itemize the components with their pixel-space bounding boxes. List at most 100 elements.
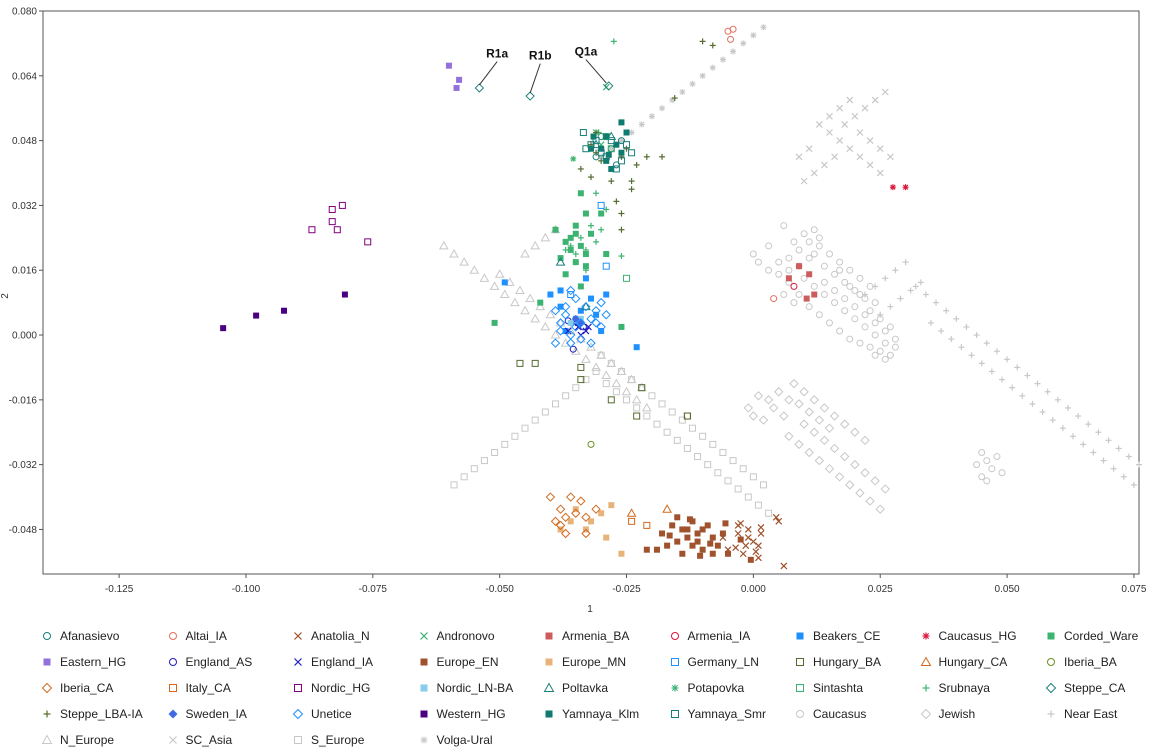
data-points (220, 24, 1142, 570)
data-point (1085, 421, 1092, 428)
data-point (552, 226, 559, 233)
data-point (603, 133, 610, 140)
data-point (790, 282, 798, 290)
data-point (591, 504, 601, 514)
data-point (591, 318, 601, 328)
legend-marker (420, 658, 427, 666)
data-point (891, 335, 899, 343)
data-point (825, 319, 833, 327)
data-point (765, 509, 773, 517)
data-point (749, 473, 757, 481)
x-tick-label: 0.000 (741, 584, 766, 595)
data-point (714, 542, 721, 549)
legend-label: Jewish (938, 707, 976, 721)
data-point (998, 469, 1006, 477)
data-point (886, 323, 894, 331)
data-point (737, 519, 745, 527)
data-point (659, 153, 666, 160)
legend-marker (292, 708, 304, 720)
data-point (610, 38, 617, 45)
data-point (744, 534, 752, 541)
series-germany-ln (567, 201, 610, 299)
data-point (734, 485, 742, 493)
data-point (784, 395, 794, 405)
legend-label: Srubnaya (938, 681, 990, 695)
data-point (799, 419, 809, 429)
data-point (752, 548, 760, 556)
legend-item: N_Europe (40, 730, 114, 750)
legend-marker (168, 684, 177, 692)
series-eastern-hg (445, 62, 463, 91)
data-point (557, 303, 564, 310)
data-point (1080, 441, 1087, 448)
data-point (557, 287, 564, 294)
data-point (810, 226, 818, 234)
data-point (699, 546, 706, 553)
data-point (611, 378, 622, 388)
data-point (1110, 465, 1117, 472)
legend-marker (670, 658, 679, 666)
data-point (618, 550, 625, 557)
x-tick-label: 0.075 (1121, 584, 1146, 595)
data-point (724, 27, 732, 35)
y-tick-label: -0.032 (9, 460, 38, 471)
data-point (841, 295, 849, 303)
legend-marker-icon (294, 632, 302, 640)
legend-label: Caucasus_HG (938, 629, 1017, 643)
data-point (725, 550, 731, 557)
data-point (530, 240, 541, 250)
data-point (881, 88, 889, 96)
data-point (453, 84, 460, 91)
data-point (861, 323, 869, 331)
data-point (521, 424, 529, 432)
data-point (794, 399, 804, 409)
legend-marker (543, 682, 555, 692)
data-point (820, 291, 828, 299)
annotation-label: Q1a (575, 45, 598, 59)
data-point (943, 307, 950, 314)
legend-marker-icon (922, 684, 929, 692)
data-point (760, 481, 768, 489)
data-point (846, 282, 854, 290)
data-point (790, 238, 798, 246)
legend-label: Germany_LN (687, 655, 759, 669)
data-point (613, 141, 620, 148)
series-iberia-ca (545, 492, 601, 539)
data-point (1019, 392, 1026, 399)
data-point (569, 345, 577, 353)
data-point (881, 355, 889, 363)
legend-marker (419, 632, 428, 640)
data-point (795, 153, 803, 161)
data-point (570, 346, 581, 355)
data-point (907, 287, 914, 294)
legend-marker-icon (796, 684, 804, 692)
data-point (785, 254, 793, 262)
data-point (765, 266, 773, 274)
data-point (565, 285, 576, 296)
data-point (520, 305, 530, 315)
data-point (1130, 481, 1137, 488)
data-point (555, 520, 566, 531)
data-point (886, 351, 894, 359)
legend-item: Caucasus (793, 704, 866, 724)
data-point (850, 459, 860, 470)
data-point (789, 378, 799, 389)
data-point (545, 492, 556, 502)
data-point (588, 174, 594, 181)
data-point (846, 266, 854, 274)
data-point (846, 145, 854, 153)
data-point (364, 238, 372, 246)
data-point (963, 323, 970, 330)
data-point (596, 297, 606, 308)
legend-marker (920, 708, 931, 720)
legend-label: Potapovka (687, 681, 745, 695)
legend-item: Caucasus_HG (919, 626, 1017, 646)
data-point (780, 291, 788, 299)
legend-item: S_Europe (291, 730, 364, 750)
data-point (577, 242, 584, 249)
legend-marker-icon (670, 658, 679, 666)
data-point (449, 249, 459, 258)
data-point (749, 538, 757, 546)
data-point (597, 351, 605, 359)
legend-label: Altai_IA (185, 629, 227, 643)
